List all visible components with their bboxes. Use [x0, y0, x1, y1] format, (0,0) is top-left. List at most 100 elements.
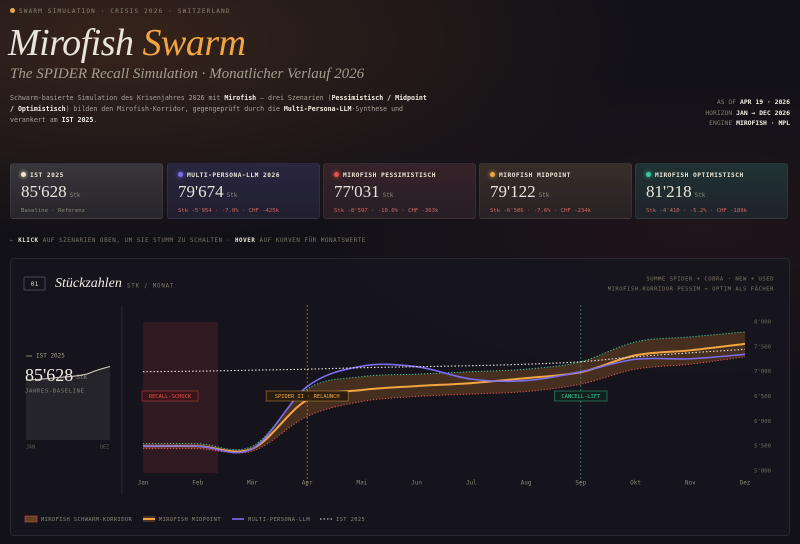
kpi-value: 79'122 Stk: [490, 183, 621, 205]
kpi-detail: Stk -6'506 · -7.6% · CHF -234k: [490, 208, 592, 214]
legend-label: MIROFISH MIDPOINT: [159, 517, 221, 523]
kpi-detail: Stk -5'954 · -7.0% · CHF -425k: [178, 208, 280, 214]
sparkline-area: [26, 366, 110, 440]
kpi-card[interactable]: MIROFISH PESSIMISTISCH 77'031 Stk Stk -8'59…: [323, 163, 476, 219]
kpi-detail: Baseline · Referenz: [21, 208, 85, 214]
series-line: [142, 353, 746, 454]
kpi-number: 79'674: [178, 182, 224, 201]
meta-value: APR 19 · 2026: [739, 98, 790, 106]
corridor-upper: [142, 331, 746, 451]
meta-value: JAN → DEC 2026: [736, 108, 790, 117]
hint-text: AUF SZENARIEN OBEN, UM SIE STUMM ZU SCHA…: [42, 238, 231, 244]
kpi-detail: Stk -8'597 · -10.0% · CHF -363k: [334, 208, 439, 214]
meta-value: MIROFISH · MPL: [736, 119, 790, 127]
kpi-label-text: MIROFISH MIDPOINT: [499, 172, 571, 179]
annotation-box: [141, 390, 199, 402]
annotation-box: [554, 390, 608, 402]
title-a: Mirofish: [8, 22, 134, 64]
intro-text: Schwarm-basierte Simulation des Krisenja…: [10, 94, 225, 102]
kpi-card[interactable]: MIROFISH MIDPOINT 79'122 Stk Stk -6'506 · -…: [479, 163, 632, 219]
kpi-label: IST 2025: [21, 172, 152, 179]
kpi-number: 77'031: [334, 182, 380, 201]
legend-label: MIROFISH SCHWARM-KORRIDOR: [41, 517, 132, 523]
panel-unit: STK / MONAT: [127, 284, 174, 290]
x-tick-label: Sep: [575, 480, 586, 487]
chart-panel: [10, 258, 790, 536]
spark-end: DEZ: [100, 445, 109, 451]
legend-label: IST 2025: [336, 517, 365, 523]
meta-label: ENGINE: [709, 119, 733, 127]
annotation-box: [265, 390, 349, 402]
hint: ← KLICK AUF SZENARIEN OBEN, UM SIE STUMM…: [10, 238, 366, 244]
kpi-card[interactable]: MIROFISH OPTIMISTISCH 81'218 Stk Stk -4'410…: [635, 163, 788, 219]
legend-label: MULTI-PERSONA-LLM: [248, 517, 310, 523]
kpi-value: 81'218 Stk: [646, 183, 777, 205]
kpi-number: 81'218: [646, 182, 692, 201]
stat-label: IST 2025: [36, 353, 65, 360]
x-tick-label: Okt: [630, 480, 641, 487]
meta-label: HORIZON: [705, 108, 733, 117]
index-badge: [23, 276, 46, 291]
y-tick-label: 7'000: [754, 369, 771, 375]
hint-text: KLICK: [18, 238, 39, 244]
meta-row: HORIZON JAN → DEC 2026: [705, 108, 790, 119]
meta: AS OF APR 19 · 2026 HORIZON JAN → DEC 202…: [705, 97, 790, 129]
kpi-label: MIROFISH PESSIMISTISCH: [334, 172, 465, 179]
kicker: SWARM SIMULATION · CRISIS 2026 · SWITZER…: [10, 8, 231, 15]
stat-caption: JAHRES-BASELINE: [25, 389, 85, 395]
intro-text: -Synthese und verankert am: [10, 105, 404, 124]
y-tick-label: 6'000: [754, 419, 771, 425]
x-tick-label: Dez: [740, 480, 751, 487]
kpi-label: MULTI-PERSONA-LLM 2026: [178, 172, 309, 179]
kpi-number: 85'628: [21, 182, 67, 201]
kpi-dot: [490, 172, 495, 177]
kpi-label-text: MIROFISH OPTIMISTISCH: [655, 172, 744, 179]
kicker-text: SWARM SIMULATION · CRISIS 2026 · SWITZER…: [19, 8, 231, 15]
kpi-label: MIROFISH MIDPOINT: [490, 172, 621, 179]
y-tick-label: 5'000: [754, 469, 771, 475]
kpi-unit: Stk: [382, 192, 394, 199]
kpi-dot: [646, 172, 651, 177]
title-b: Swarm: [142, 22, 247, 64]
kpi-label-text: IST 2025: [30, 172, 64, 179]
intro-text: .: [93, 116, 98, 124]
panel-index: 01: [31, 280, 39, 288]
kpi-unit: Stk: [538, 192, 550, 199]
corridor-band: [143, 331, 745, 454]
intro: Schwarm-basierte Simulation des Krisenja…: [10, 93, 430, 126]
intro-text: Multi-Persona-LLM: [283, 105, 352, 113]
annotation: RECALL-SCHOCK: [149, 394, 192, 400]
meta-row: AS OF APR 19 · 2026: [705, 97, 790, 108]
hint-text: ←: [10, 238, 15, 244]
kpi-label-text: MULTI-PERSONA-LLM 2026: [187, 172, 280, 179]
hint-text: HOVER: [234, 238, 256, 244]
y-tick-label: 7'500: [754, 344, 771, 350]
panel-note: MIROFISH-KORRIDOR PESSIM → OPTIM ALS FÄC…: [608, 286, 774, 293]
annotation: SPIDER II · RELAUNCH: [275, 394, 340, 400]
x-tick-label: Aug: [521, 480, 532, 487]
intro-text: Pessimistisch / Midpoint / Optimistisch: [10, 94, 427, 113]
stat-number: 85'628: [25, 365, 73, 385]
y-tick-label: 8'000: [754, 320, 771, 326]
subtitle: The SPIDER Recall Simulation · Monatlich…: [10, 66, 365, 82]
x-tick-label: Feb: [192, 480, 203, 487]
meta-label: AS OF: [716, 98, 737, 106]
intro-text: IST 2025: [61, 116, 94, 124]
kpi-card[interactable]: IST 2025 85'628 Stk Baseline · Referenz: [10, 163, 163, 219]
panel-title: Stückzahlen: [55, 276, 122, 291]
kpi-unit: Stk: [226, 192, 238, 199]
panel-note: SUMME SPIDER + COBRA · NEW + USED: [646, 277, 774, 283]
intro-text: — drei Szenarien (: [256, 94, 332, 102]
x-tick-label: Jun: [411, 480, 422, 487]
kpi-unit: Stk: [69, 192, 81, 199]
kpi-number: 79'122: [490, 182, 536, 201]
x-tick-label: Jan: [138, 480, 149, 487]
hint-text: AUF KURVEN FÜR MONATSWERTE: [259, 238, 366, 244]
title: Mirofish Swarm: [8, 22, 246, 64]
kpi-card[interactable]: MULTI-PERSONA-LLM 2026 79'674 Stk Stk -5'95…: [167, 163, 320, 219]
kpi-dot: [178, 172, 183, 177]
